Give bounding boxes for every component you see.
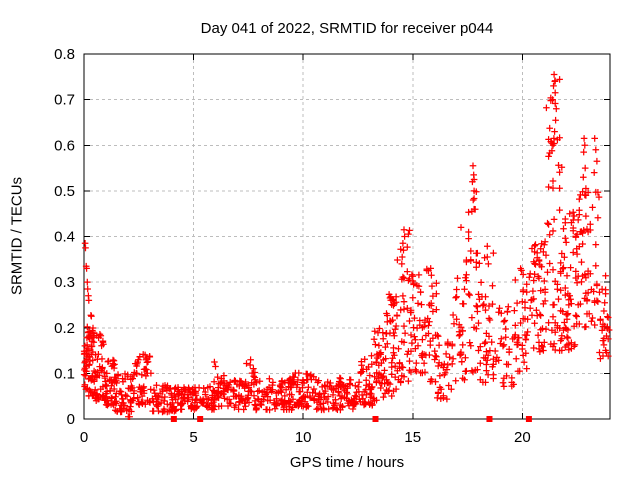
y-tick-label: 0.7 (54, 92, 75, 109)
chart-title: Day 041 of 2022, SRMTID for receiver p04… (200, 20, 494, 37)
y-tick-label: 0.2 (54, 320, 75, 337)
data-points (80, 71, 613, 420)
y-tick-label: 0.6 (54, 137, 75, 154)
y-tick-label: 0.3 (54, 274, 75, 291)
grid-lines (84, 54, 610, 419)
y-tick-label: 0.1 (54, 365, 75, 382)
x-axis-label: GPS time / hours (289, 454, 405, 471)
y-tick-label: 0.8 (54, 46, 75, 63)
x-tick-label: 10 (295, 429, 312, 446)
y-tick-label: 0.5 (54, 183, 75, 200)
x-tick-label: 15 (404, 429, 421, 446)
x-tick-label: 5 (189, 429, 197, 446)
x-tick-label: 0 (80, 429, 88, 446)
y-tick-label: 0.4 (54, 229, 75, 246)
x-tick-label: 20 (514, 429, 531, 446)
y-axis-label: SRMTID / TECUs (8, 176, 26, 296)
y-tick-label: 0 (67, 411, 75, 428)
